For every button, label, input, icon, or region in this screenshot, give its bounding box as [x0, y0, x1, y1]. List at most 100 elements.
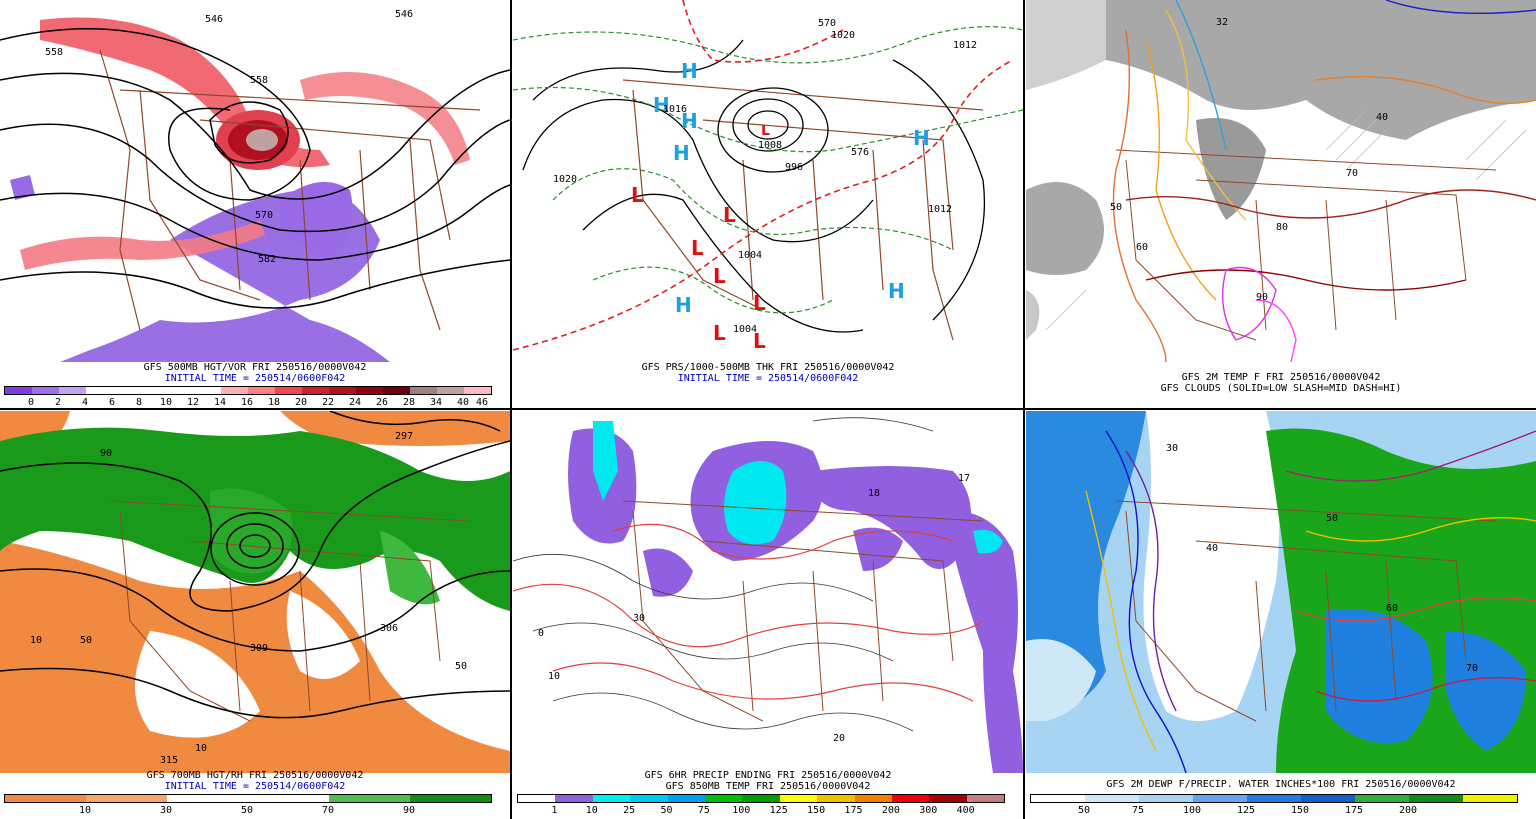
contour-label: 60 [1386, 603, 1398, 614]
high-pressure-center: H [653, 93, 670, 117]
colorbar-swatch [592, 795, 631, 802]
colorbar-tick-label: 50 [1077, 805, 1091, 816]
panel-caption-line2: GFS 850MB TEMP FRI 250516/0000V042 [665, 781, 871, 792]
contour-label: 582 [258, 254, 276, 265]
colorbar-swatch [1409, 795, 1463, 802]
high-pressure-center: H [673, 141, 690, 165]
colorbar-swatch [891, 795, 930, 802]
map-700mb-rh: 90 50 10 309 306 315 297 50 10 [0, 411, 510, 773]
colorbar-tick-label: 175 [1344, 805, 1364, 816]
colorbar-tick-label: 46 [475, 397, 489, 408]
colorbar-tick-label: 28 [402, 397, 416, 408]
high-pressure-center: H [888, 279, 905, 303]
panel-divider [0, 408, 1536, 410]
colorbar-swatch [113, 387, 140, 394]
contour-label: 30 [633, 613, 645, 624]
contour-label: 90 [100, 448, 112, 459]
colorbar-swatch [5, 387, 32, 394]
panel-caption-line2: INITIAL TIME = 250514/0600F042 [164, 373, 346, 384]
contour-label: 309 [250, 643, 268, 654]
colorbar-tick-label: 300 [919, 805, 938, 816]
colorbar-swatch [518, 795, 556, 802]
panel-caption-line1: GFS PRS/1000-500MB THK FRI 250516/0000V0… [641, 362, 895, 373]
colorbar-swatch [221, 387, 248, 394]
colorbar-tick-label: 6 [108, 397, 116, 408]
colorbar-tick-label: 0 [27, 397, 35, 408]
contour-label: 40 [1206, 543, 1218, 554]
colorbar-tick-label: 10 [159, 397, 173, 408]
colorbar-tick-label: 30 [159, 805, 173, 816]
colorbar-tick-label: 125 [769, 805, 788, 816]
contour-label: 1004 [738, 250, 762, 261]
contour-label: 90 [1256, 292, 1268, 303]
colorbar-tick-label: 400 [956, 805, 975, 816]
colorbar-tick-label: 1 [551, 805, 558, 816]
colorbar [517, 794, 1005, 803]
contour-label: 50 [1110, 202, 1122, 213]
contour-label: 50 [80, 635, 92, 646]
colorbar-swatch [1031, 795, 1085, 802]
colorbar [4, 386, 492, 395]
colorbar-swatch [329, 387, 356, 394]
colorbar-tick-label: 200 [1398, 805, 1418, 816]
colorbar-swatch [275, 387, 302, 394]
contour-label: 996 [785, 162, 803, 173]
colorbar-tick-label: 10 [78, 805, 92, 816]
colorbar-swatch [5, 795, 86, 802]
high-pressure-center: H [913, 126, 930, 150]
map-500mb-vorticity: 558 546 558 570 582 546 [0, 9, 510, 362]
colorbar-swatch [86, 387, 113, 394]
colorbar-tick-label: 22 [321, 397, 335, 408]
map-precip-850-temp: 18 17 10 20 0 30 [513, 417, 1023, 773]
map-2m-temp-clouds: 50 60 70 80 90 32 40 [1026, 0, 1536, 362]
colorbar-tick-label: 4 [81, 397, 89, 408]
low-pressure-center: L [761, 123, 770, 139]
colorbar-tick-label: 18 [267, 397, 281, 408]
contour-label: 306 [380, 623, 398, 634]
colorbar-tick-label: 16 [240, 397, 254, 408]
colorbar-swatch [356, 387, 383, 394]
colorbar-swatch [1247, 795, 1301, 802]
colorbar-tick-label: 75 [697, 805, 710, 816]
colorbar-tick-label: 2 [54, 397, 62, 408]
contour-label: 1020 [831, 30, 855, 41]
colorbar-swatch [1355, 795, 1409, 802]
panel-caption-line1: GFS 700MB HGT/RH FRI 250516/0000V042 [146, 770, 364, 781]
colorbar-ticks: 1 10 25 50 75 100 125 150 175 200 300 400 [517, 805, 1005, 816]
colorbar-swatch [167, 795, 248, 802]
colorbar-swatch [929, 795, 967, 802]
colorbar-ticks: 50 75 100 125 150 175 200 [1030, 805, 1518, 816]
panel-caption-line1: GFS 2M DEWP F/PRECIP. WATER INCHES*100 F… [1106, 779, 1456, 790]
contour-label: 18 [868, 488, 880, 499]
colorbar-swatch [464, 387, 491, 394]
colorbar-swatch [704, 795, 743, 802]
colorbar-tick-label: 150 [1290, 805, 1310, 816]
contour-label: 40 [1376, 112, 1388, 123]
contour-label: 20 [833, 733, 845, 744]
colorbar-ticks: 10 30 50 70 90 [4, 805, 492, 816]
contour-label: 297 [395, 431, 413, 442]
colorbar-swatch [630, 795, 668, 802]
contour-label: 1016 [663, 104, 687, 115]
colorbar [1030, 794, 1518, 803]
low-pressure-center: L [713, 264, 726, 288]
colorbar-swatch [167, 387, 194, 394]
colorbar-tick-label: 14 [213, 397, 227, 408]
low-pressure-center: L [723, 203, 736, 227]
colorbar-swatch [383, 387, 410, 394]
contour-label: 50 [1326, 513, 1338, 524]
contour-label: 570 [255, 210, 273, 221]
colorbar-tick-label: 75 [1131, 805, 1145, 816]
contour-label: 50 [455, 661, 467, 672]
contour-label: 80 [1276, 222, 1288, 233]
high-pressure-center: H [681, 109, 698, 133]
panel-caption-line2: INITIAL TIME = 250514/0600F042 [677, 373, 859, 384]
contour-label: 558 [250, 75, 268, 86]
contour-label: 576 [851, 147, 869, 158]
contour-label: 0 [538, 628, 544, 639]
panel-caption-line2: INITIAL TIME = 250514/0600F042 [164, 781, 346, 792]
low-pressure-center: L [631, 183, 644, 207]
contour-label: 1012 [928, 204, 952, 215]
colorbar-swatch [248, 387, 275, 394]
colorbar-swatch [667, 795, 705, 802]
